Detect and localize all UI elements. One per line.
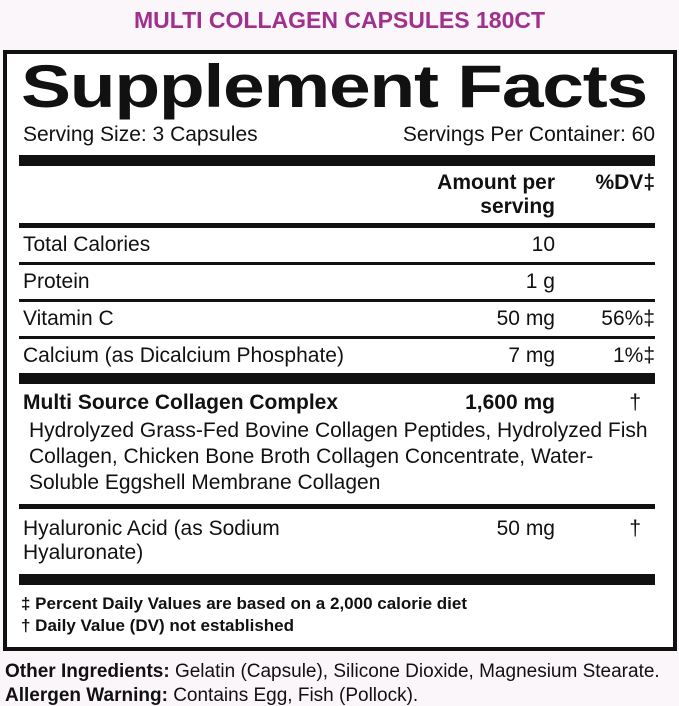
footnote-dv-basis: ‡ Percent Daily Values are based on a 2,…	[21, 594, 468, 613]
nutrient-name: Vitamin C	[23, 307, 114, 330]
allergen-warning-label: Allergen Warning:	[5, 685, 168, 706]
nutrient-name: Total Calories	[23, 233, 151, 256]
serving-info-row: Serving Size: 3 Capsules Servings Per Co…	[23, 122, 655, 148]
complex-name: Multi Source Collagen Complex	[23, 391, 339, 414]
servings-per-container: Servings Per Container: 60	[402, 123, 655, 146]
supplement-facts-panel: Supplement Facts Serving Size: 3 Capsule…	[3, 50, 677, 651]
collagen-complex-row: Multi Source Collagen Complex 1,600 mg †	[19, 384, 655, 417]
nutrient-row-calcium: Calcium (as Dicalcium Phosphate) 7 mg 1%…	[19, 339, 655, 373]
nutrient-dv: 56%‡	[601, 307, 655, 330]
nutrient-row-total-calories: Total Calories 10	[19, 228, 655, 265]
footnote-dv-not-established: † Daily Value (DV) not established	[21, 616, 295, 635]
complex-amount: 1,600 mg	[465, 391, 555, 414]
divider-thick-top	[19, 155, 655, 166]
hyaluronic-amount: 50 mg	[496, 517, 555, 540]
hyaluronic-dv: †	[629, 517, 641, 540]
footnotes: ‡ Percent Daily Values are based on a 2,…	[19, 585, 655, 647]
other-ingredients-label: Other Ingredients:	[5, 661, 170, 682]
hyaluronic-acid-row: Hyaluronic Acid (as Sodium Hyaluronate) …	[19, 509, 655, 574]
column-header-amount: Amount per serving	[437, 171, 555, 218]
column-header-dv: %DV‡	[595, 171, 655, 194]
other-ingredients: Other Ingredients: Gelatin (Capsule), Si…	[5, 660, 675, 684]
nutrient-name: Calcium (as Dicalcium Phosphate)	[23, 344, 344, 367]
supplement-facts-heading: Supplement Facts	[21, 53, 648, 120]
complex-dv: †	[629, 391, 641, 414]
divider-thick-mid	[19, 373, 655, 384]
nutrient-amount: 10	[531, 233, 555, 256]
nutrient-amount: 7 mg	[508, 344, 555, 367]
serving-size: Serving Size: 3 Capsules	[23, 123, 258, 146]
column-header-row: Amount per serving %DV‡	[19, 166, 655, 223]
nutrient-amount: 50 mg	[496, 307, 555, 330]
nutrient-name: Protein	[23, 270, 90, 293]
other-ingredients-text: Gelatin (Capsule), Silicone Dioxide, Mag…	[169, 661, 660, 682]
hyaluronic-name: Hyaluronic Acid (as Sodium Hyaluronate)	[23, 517, 280, 564]
allergen-warning-text: Contains Egg, Fish (Pollock).	[167, 685, 419, 706]
nutrient-row-protein: Protein 1 g	[19, 265, 655, 302]
divider-medium-header	[19, 223, 655, 228]
nutrient-amount: 1 g	[525, 270, 555, 293]
label-footer: Other Ingredients: Gelatin (Capsule), Si…	[5, 660, 675, 706]
nutrient-dv: 1%‡	[612, 344, 655, 367]
nutrient-row-vitamin-c: Vitamin C 50 mg 56%‡	[19, 302, 655, 339]
divider-medium-complex	[19, 504, 655, 509]
divider-thick-bottom	[19, 574, 655, 585]
allergen-warning: Allergen Warning: Contains Egg, Fish (Po…	[5, 684, 675, 706]
collagen-complex-description: Hydrolyzed Grass-Fed Bovine Collagen Pep…	[29, 419, 648, 494]
product-title: MULTI COLLAGEN CAPSULES 180CT	[133, 7, 546, 33]
